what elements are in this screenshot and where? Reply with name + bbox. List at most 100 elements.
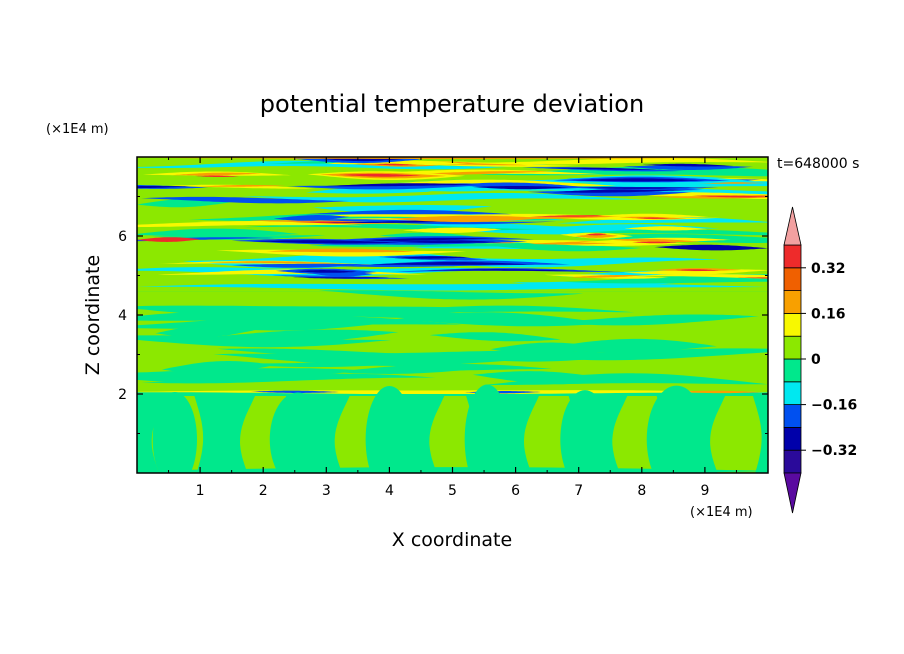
x-axis-unit: (×1E4 m) xyxy=(690,505,753,520)
inversion-cold-spot xyxy=(250,390,339,393)
colorbar-tick-label: −0.16 xyxy=(811,398,857,414)
inversion-warm-spot xyxy=(673,390,762,394)
blue-streak xyxy=(622,165,754,170)
y-tick-label: 2 xyxy=(118,387,127,403)
cyan-streak xyxy=(137,160,550,170)
colorbar-band xyxy=(783,404,802,428)
navy-streak xyxy=(370,262,535,265)
convective-cell xyxy=(464,384,510,473)
red-streak xyxy=(675,269,720,271)
green-contour xyxy=(137,368,367,383)
colorbar-min-arrow xyxy=(783,472,802,514)
navy-streak xyxy=(137,186,190,189)
green-contour xyxy=(165,313,272,321)
warm-feature xyxy=(137,237,201,242)
warm-feature xyxy=(389,215,548,223)
green-contour xyxy=(318,290,584,300)
yellow-streak xyxy=(597,213,709,218)
green-streak xyxy=(137,228,300,237)
green-contour xyxy=(217,329,399,343)
navy-streak xyxy=(426,269,591,272)
x-tick-label: 7 xyxy=(574,483,583,499)
green-contour xyxy=(429,332,561,342)
orange-streak xyxy=(266,248,417,253)
cold-feature xyxy=(654,244,768,251)
x-tick-label: 3 xyxy=(322,483,331,499)
red-streak xyxy=(530,215,619,217)
convective-cell xyxy=(152,391,198,473)
colorbar-band xyxy=(783,426,802,451)
yellow-streak xyxy=(137,221,363,228)
navy-streak xyxy=(394,256,472,259)
navy-streak xyxy=(547,167,663,170)
time-label: t=648000 s xyxy=(777,156,859,172)
orange-streak xyxy=(609,238,701,242)
x-tick-label: 4 xyxy=(385,483,394,499)
yellow-streak xyxy=(403,227,502,233)
y-tick-label: 4 xyxy=(118,308,127,324)
colorbar-tick-label: 0 xyxy=(811,352,821,368)
cold-feature xyxy=(572,178,705,182)
orange-streak xyxy=(172,172,262,176)
red-streak xyxy=(374,163,418,166)
x-tick-label: 2 xyxy=(259,483,268,499)
yellow-streak xyxy=(629,274,768,279)
green-contour xyxy=(484,373,768,385)
chart-title: potential temperature deviation xyxy=(260,90,644,118)
blue-streak xyxy=(231,263,371,268)
red-streak xyxy=(585,233,608,236)
plot-area xyxy=(137,157,768,473)
contour-field xyxy=(137,157,768,473)
green-contour xyxy=(497,348,768,361)
cyan-streak xyxy=(557,216,768,224)
y-axis-label: Z coordinate xyxy=(82,255,104,375)
x-tick-label: 9 xyxy=(700,483,709,499)
blue-streak xyxy=(141,196,350,204)
orange-streak xyxy=(197,184,287,187)
orange-streak xyxy=(205,261,344,264)
cold-feature xyxy=(250,240,402,244)
colorbar-tick-label: −0.32 xyxy=(811,443,857,459)
colorbar-band xyxy=(783,335,802,360)
cyan-streak xyxy=(241,193,645,203)
red-streak xyxy=(636,217,670,219)
x-axis-ticks: 1 2 3 4 5 6 7 8 9 xyxy=(168,157,737,499)
navy-streak xyxy=(292,277,390,279)
green-contour xyxy=(490,342,599,355)
x-axis-label: X coordinate xyxy=(392,529,512,551)
red-streak xyxy=(632,241,678,244)
colorbar: 0.32 0.16 0 −0.16 −0.32 xyxy=(783,206,857,514)
navy-streak xyxy=(329,237,498,242)
red-streak xyxy=(691,195,768,198)
convective-plume xyxy=(710,396,762,473)
colorbar-band xyxy=(783,381,802,405)
blue-streak xyxy=(273,215,350,221)
green-streak xyxy=(570,229,768,236)
green-contour xyxy=(345,364,553,372)
x-tick-label: 1 xyxy=(196,483,205,499)
red-streak xyxy=(737,277,768,279)
x-tick-label: 8 xyxy=(637,483,646,499)
colorbar-band xyxy=(783,312,802,337)
y-axis-unit: (×1E4 m) xyxy=(46,122,109,137)
navy-streak xyxy=(642,163,734,167)
x-tick-label: 6 xyxy=(511,483,520,499)
colorbar-tick-label: 0.16 xyxy=(811,306,846,322)
colorbar-band xyxy=(783,267,802,291)
x-tick-label: 5 xyxy=(448,483,457,499)
navy-streak xyxy=(472,186,570,190)
layer-boundary-cyan xyxy=(137,283,768,291)
navy-streak xyxy=(321,183,478,187)
convective-plume xyxy=(429,396,475,473)
y-axis-ticks: 2 4 6 xyxy=(118,196,768,434)
navy-streak xyxy=(578,187,694,189)
yellow-streak xyxy=(624,226,708,231)
green-contour xyxy=(137,335,391,348)
orange-streak xyxy=(569,275,644,278)
green-contour xyxy=(137,315,463,329)
colorbar-band xyxy=(783,244,802,269)
convective-cell xyxy=(646,385,707,473)
colorbar-max-arrow xyxy=(783,206,802,246)
colorbar-tick-label: 0.32 xyxy=(811,261,846,277)
